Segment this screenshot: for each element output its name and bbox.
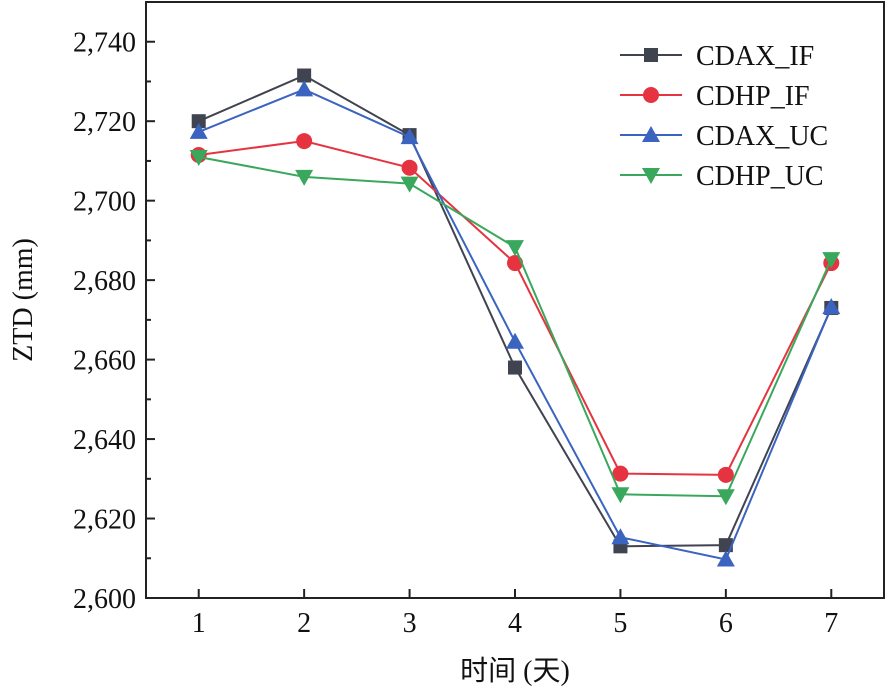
data-point-cdhp-uc: [611, 487, 630, 504]
legend-marker: [642, 168, 660, 184]
legend-label: CDHP_IF: [696, 81, 810, 112]
x-tick-label: 7: [824, 608, 838, 639]
data-point-cdax-uc: [189, 122, 208, 139]
data-point-cdhp-uc: [716, 489, 735, 506]
data-point-cdhp-if: [401, 159, 418, 176]
y-tick-label: 2,640: [73, 425, 136, 456]
data-point-cdhp-uc: [822, 252, 841, 269]
y-tick-label: 2,740: [73, 28, 136, 59]
x-tick-label: 5: [613, 608, 627, 639]
legend-label: CDHP_UC: [696, 161, 824, 192]
data-point-cdax-uc: [716, 550, 735, 567]
data-point-cdhp-if: [612, 465, 629, 482]
legend-label: CDAX_UC: [696, 121, 828, 152]
x-tick-label: 1: [192, 608, 206, 639]
data-point-cdhp-if: [717, 466, 734, 483]
legend: CDAX_IF CDHP_IF CDAX_UC CDHP_UC: [620, 41, 828, 192]
series-cdax-uc: [189, 80, 841, 567]
legend-item-cdax-uc: CDAX_UC: [620, 121, 828, 152]
data-point-cdax-uc: [295, 80, 314, 97]
y-tick-label: 2,600: [73, 584, 136, 615]
data-point-cdax-if: [297, 68, 312, 83]
data-point-cdax-if: [191, 114, 206, 129]
data-point-cdax-uc: [611, 528, 630, 545]
y-axis-title: ZTD (mm): [8, 238, 39, 362]
y-tick-label: 2,680: [73, 266, 136, 297]
x-tick-label: 3: [403, 608, 417, 639]
legend-marker: [642, 126, 660, 142]
data-point-cdhp-if: [296, 133, 313, 150]
legend-item-cdax-if: CDAX_IF: [620, 41, 814, 72]
legend-item-cdhp-uc: CDHP_UC: [620, 161, 824, 192]
axes: 2,600 2,620 2,640 2,660 2,680 2,700 2,720 2,740…: [73, 1, 885, 639]
legend-label: CDAX_IF: [696, 41, 814, 72]
legend-marker: [643, 87, 659, 103]
data-point-cdhp-if: [507, 255, 523, 272]
series-cdhp-uc: [189, 149, 841, 506]
y-tick-label: 2,620: [73, 505, 136, 536]
data-point-cdhp-uc: [189, 149, 208, 166]
data-point-cdhp-uc: [506, 240, 524, 257]
data-point-cdax-if: [508, 360, 522, 375]
data-point-cdax-uc: [400, 128, 419, 145]
data-point-cdax-uc: [506, 332, 524, 349]
legend-marker: [644, 48, 658, 62]
data-point-cdax-uc: [822, 298, 841, 315]
y-tick-label: 2,660: [73, 346, 136, 377]
y-tick-label: 2,720: [73, 107, 136, 138]
series-layer: [189, 68, 841, 567]
x-axis-title: 时间 (天): [460, 655, 570, 687]
legend-item-cdhp-if: CDHP_IF: [620, 81, 810, 112]
series-line-cdhp-uc: [198, 155, 833, 498]
x-tick-label: 4: [508, 608, 522, 639]
data-point-cdhp-uc: [295, 169, 314, 186]
x-tick-label: 6: [719, 608, 733, 639]
y-tick-label: 2,700: [73, 187, 136, 218]
data-point-cdhp-uc: [400, 176, 419, 193]
series-line-cdax-uc: [198, 88, 833, 561]
x-tick-label: 2: [297, 608, 311, 639]
